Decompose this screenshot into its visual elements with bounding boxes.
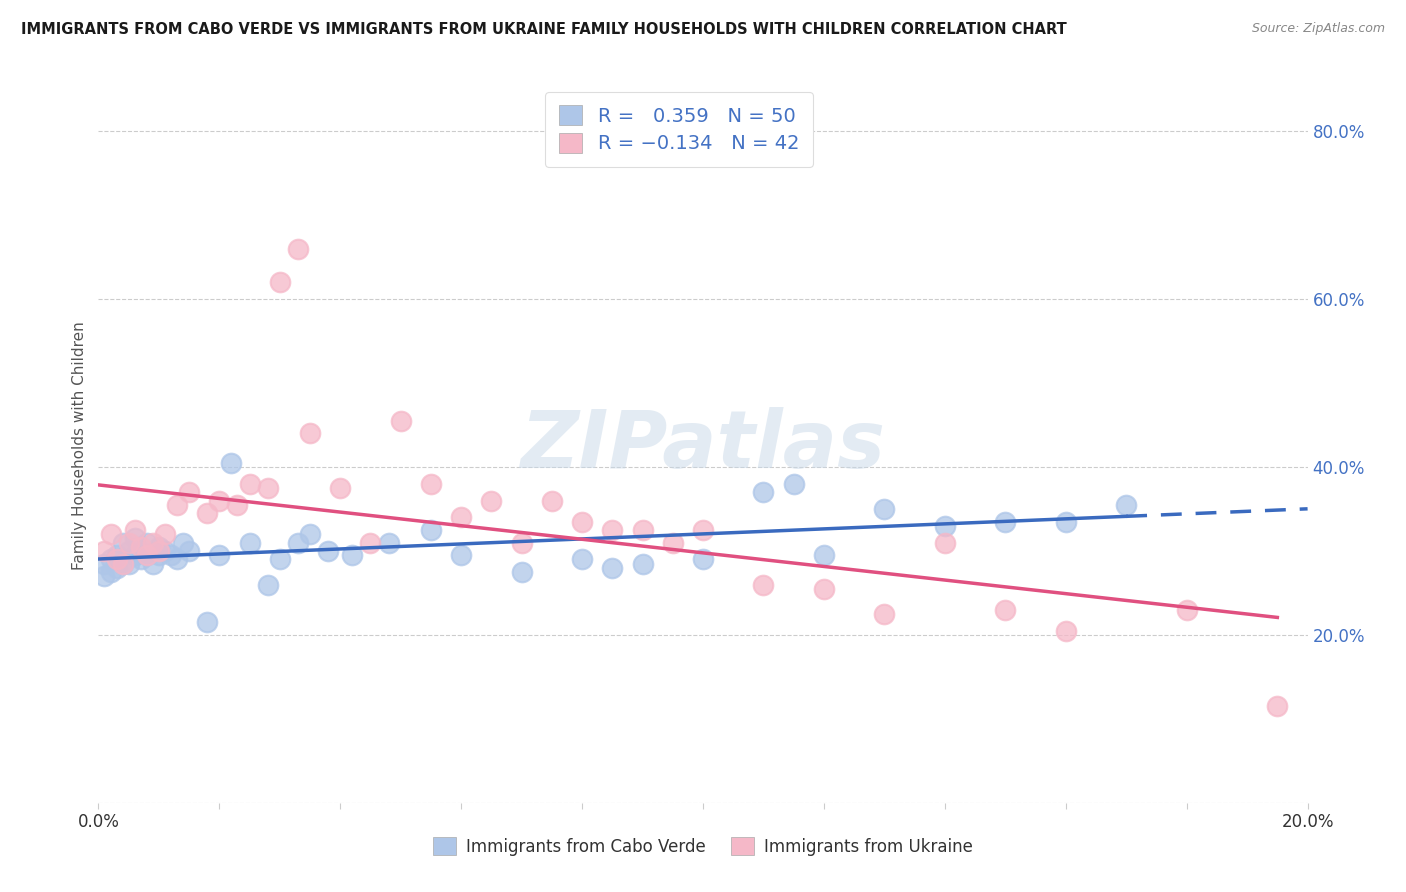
Point: [752, 577, 775, 591]
Point: [129, 540, 152, 554]
Point: [571, 552, 593, 566]
Point: [142, 557, 165, 571]
Point: [129, 544, 152, 558]
Point: [239, 535, 262, 549]
Point: [100, 527, 122, 541]
Point: [118, 557, 141, 571]
Point: [269, 275, 291, 289]
Point: [166, 498, 188, 512]
Point: [226, 498, 249, 512]
Point: [269, 552, 291, 566]
Point: [389, 414, 412, 428]
Point: [481, 493, 503, 508]
Point: [631, 523, 654, 537]
Point: [692, 523, 714, 537]
Point: [239, 476, 262, 491]
Point: [287, 535, 309, 549]
Point: [148, 548, 170, 562]
Point: [873, 502, 896, 516]
Point: [329, 481, 352, 495]
Point: [179, 544, 201, 558]
Point: [316, 544, 339, 558]
Point: [135, 548, 157, 562]
Point: [342, 548, 364, 562]
Point: [783, 476, 806, 491]
Point: [450, 548, 472, 562]
Point: [510, 535, 533, 549]
Point: [111, 557, 134, 571]
Point: [111, 535, 134, 549]
Point: [256, 481, 278, 495]
Point: [105, 548, 128, 562]
Point: [105, 552, 128, 566]
Point: [135, 535, 157, 549]
Point: [93, 569, 115, 583]
Point: [1175, 603, 1198, 617]
Point: [360, 535, 382, 549]
Point: [195, 506, 218, 520]
Point: [124, 532, 146, 546]
Point: [100, 552, 122, 566]
Point: [420, 476, 443, 491]
Point: [994, 515, 1017, 529]
Point: [873, 607, 896, 621]
Point: [661, 535, 683, 549]
Point: [118, 535, 141, 549]
Point: [1267, 699, 1289, 714]
Point: [813, 548, 835, 562]
Point: [602, 523, 624, 537]
Point: [129, 552, 152, 566]
Text: IMMIGRANTS FROM CABO VERDE VS IMMIGRANTS FROM UKRAINE FAMILY HOUSEHOLDS WITH CHI: IMMIGRANTS FROM CABO VERDE VS IMMIGRANTS…: [21, 22, 1067, 37]
Point: [934, 518, 956, 533]
Point: [571, 515, 593, 529]
Point: [166, 552, 188, 566]
Point: [221, 456, 243, 470]
Point: [148, 544, 170, 558]
Point: [172, 535, 194, 549]
Point: [299, 426, 322, 441]
Point: [934, 535, 956, 549]
Point: [994, 603, 1017, 617]
Point: [93, 544, 115, 558]
Text: ZIPatlas: ZIPatlas: [520, 407, 886, 485]
Text: Source: ZipAtlas.com: Source: ZipAtlas.com: [1251, 22, 1385, 36]
Point: [153, 527, 176, 541]
Point: [153, 544, 176, 558]
Point: [118, 544, 141, 558]
Point: [111, 557, 134, 571]
Point: [124, 548, 146, 562]
Point: [377, 535, 399, 549]
Point: [299, 527, 322, 541]
Point: [195, 615, 218, 630]
Point: [813, 582, 835, 596]
Point: [631, 557, 654, 571]
Point: [160, 548, 183, 562]
Point: [208, 493, 231, 508]
Point: [208, 548, 231, 562]
Point: [148, 540, 170, 554]
Point: [100, 565, 122, 579]
Y-axis label: Family Households with Children: Family Households with Children: [72, 322, 87, 570]
Point: [93, 557, 115, 571]
Point: [1054, 624, 1077, 638]
Point: [1054, 515, 1077, 529]
Point: [752, 485, 775, 500]
Point: [420, 523, 443, 537]
Point: [135, 548, 157, 562]
Point: [105, 560, 128, 574]
Point: [540, 493, 562, 508]
Point: [287, 242, 309, 256]
Point: [692, 552, 714, 566]
Point: [450, 510, 472, 524]
Point: [510, 565, 533, 579]
Point: [602, 560, 624, 574]
Legend: Immigrants from Cabo Verde, Immigrants from Ukraine: Immigrants from Cabo Verde, Immigrants f…: [426, 830, 980, 863]
Point: [256, 577, 278, 591]
Point: [179, 485, 201, 500]
Point: [1115, 498, 1137, 512]
Point: [124, 523, 146, 537]
Point: [142, 535, 165, 549]
